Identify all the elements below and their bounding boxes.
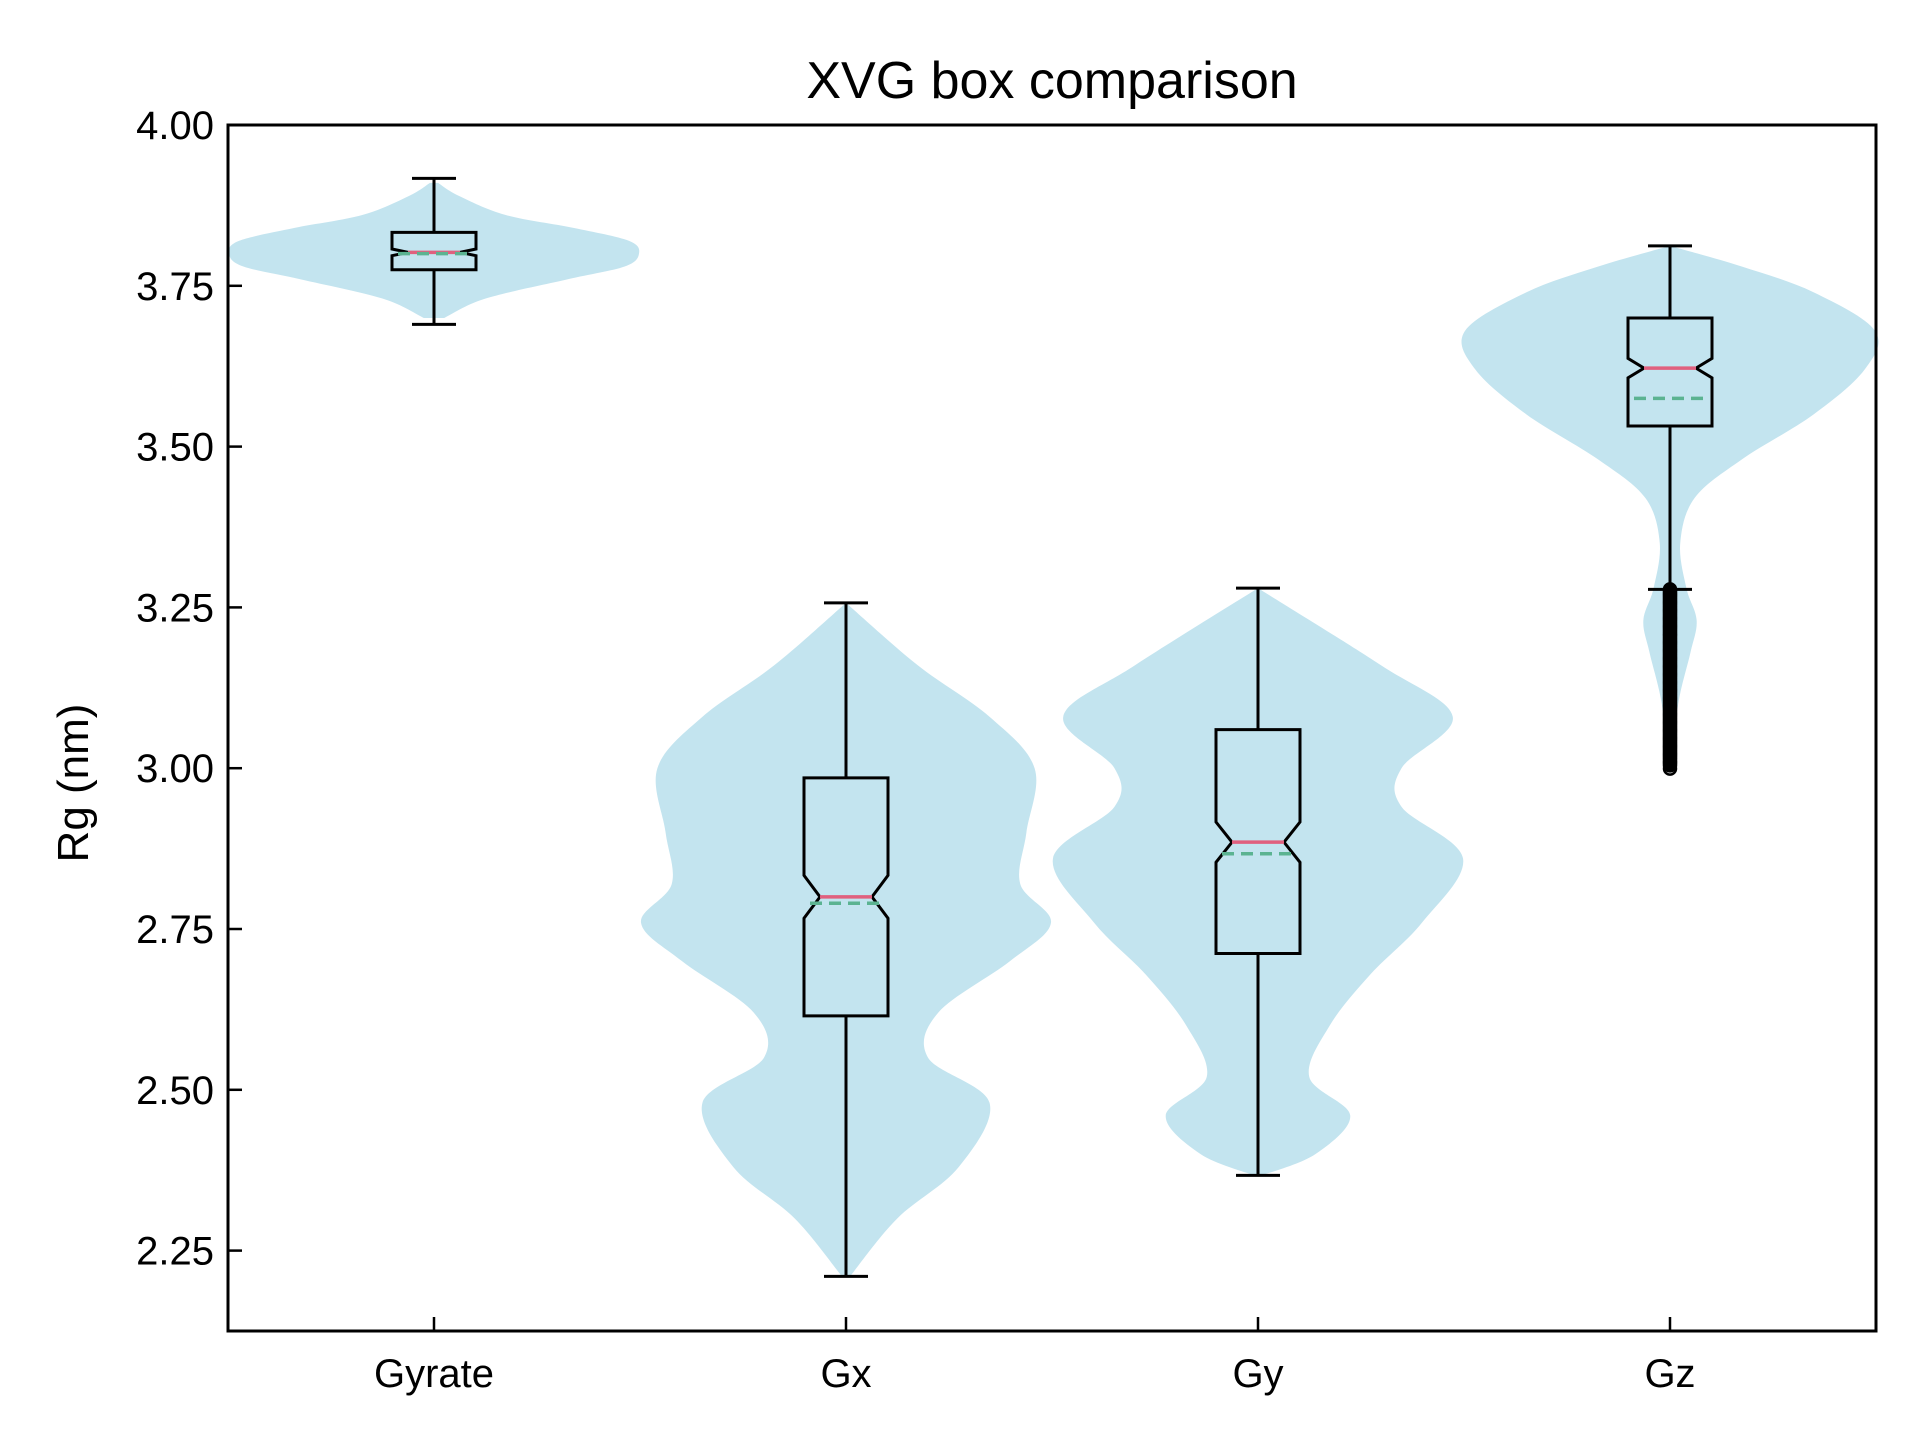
y-tick-label-4: 3.25 [136,586,214,630]
x-tick-label-3: Gz [1644,1352,1695,1396]
y-tick-label-2: 2.75 [136,908,214,952]
box-gz [1626,316,1714,428]
y-axis: 2.25 2.50 2.75 3.00 3.25 3.50 3.75 4.00 [136,104,242,1274]
x-axis: Gyrate Gx Gy Gz [374,1317,1696,1396]
x-tick-label-1: Gx [820,1352,871,1396]
plot-frame [226,123,1878,1333]
y-tick-label-7: 4.00 [136,104,214,148]
chart-title: XVG box comparison [806,52,1297,110]
y-tick-label-1: 2.50 [136,1069,214,1113]
outlier-point [1662,761,1678,776]
x-tick-label-2: Gy [1232,1352,1283,1396]
y-tick-label-6: 3.75 [136,265,214,309]
y-tick-label-0: 2.25 [136,1230,214,1274]
boxes-layer [390,176,1714,1278]
y-tick-label-5: 3.50 [136,426,214,470]
x-tick-label-0: Gyrate [374,1352,494,1396]
y-tick-label-3: 3.00 [136,747,214,791]
y-axis-label: Rg (nm) [49,704,98,863]
